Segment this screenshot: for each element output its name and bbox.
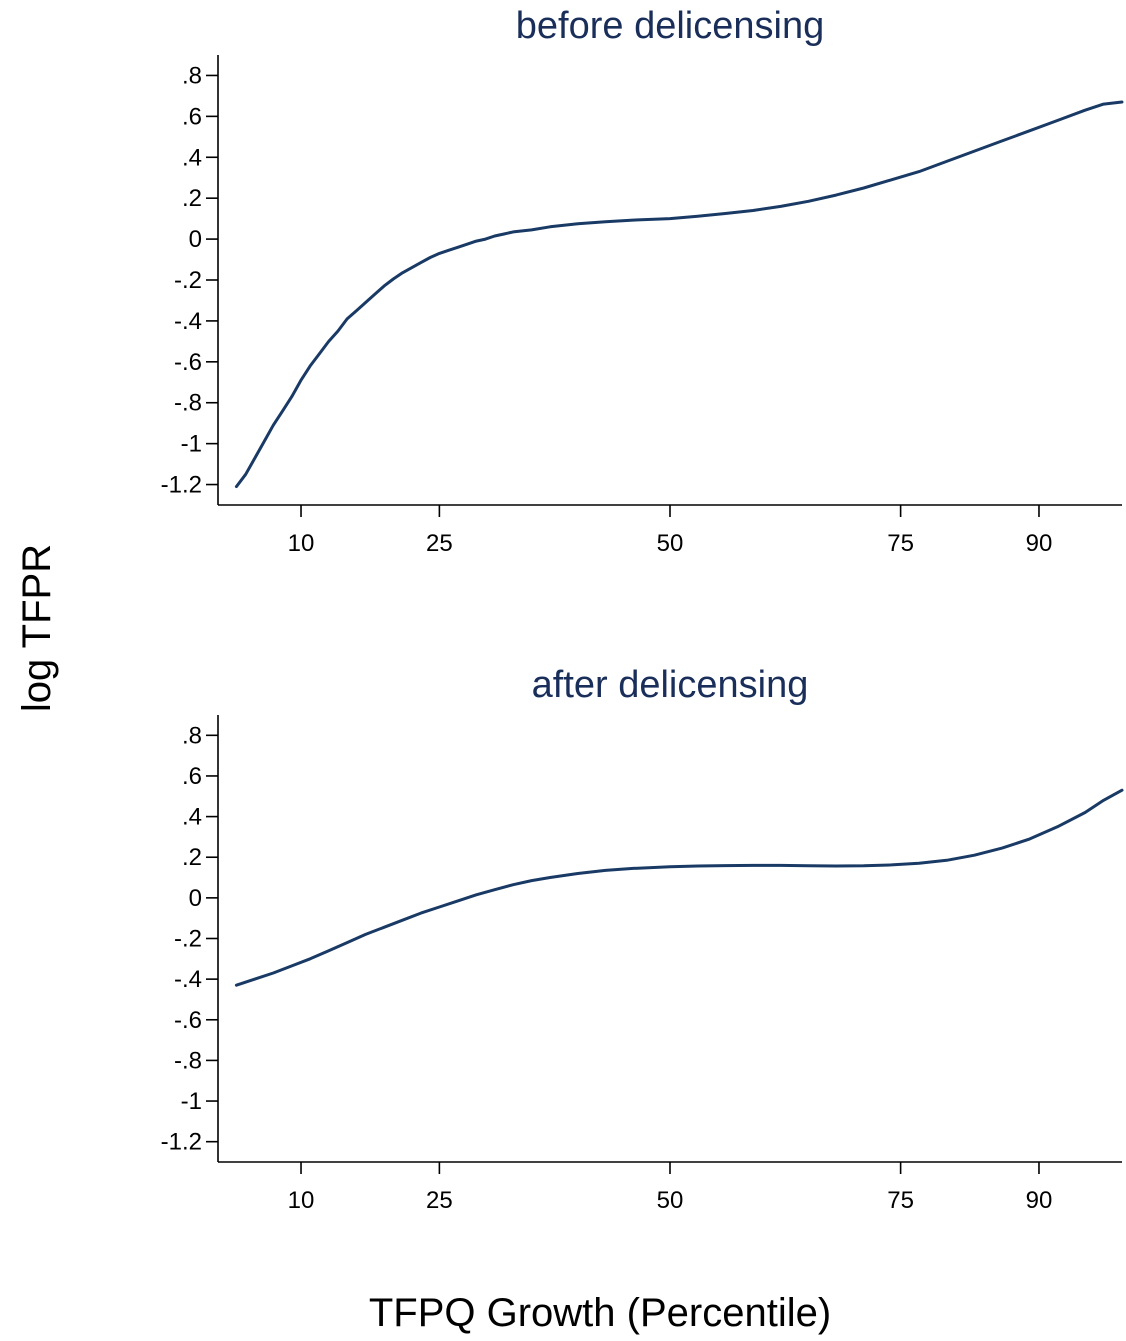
chart-panel-1: before delicensing .8 .6 .4 .2 0 -.2 -.4 -.6 -.8 -…	[161, 5, 1124, 557]
x-tick-label: 10	[288, 530, 315, 557]
x-tick-label: 25	[426, 1187, 453, 1214]
y-tick-label: -1.2	[161, 472, 202, 499]
x-tick-label: 25	[426, 530, 453, 557]
y-tick-label: -.2	[174, 267, 202, 294]
panels: before delicensing .8 .6 .4 .2 0 -.2 -.4 -.6 -.8 -…	[161, 5, 1124, 1214]
y-tick-label: -.2	[174, 926, 202, 953]
y-tick-label: .6	[182, 103, 202, 130]
y-axis-title: log TFPR	[15, 544, 59, 712]
y-tick-label: .6	[182, 763, 202, 790]
y-tick-label: .4	[182, 144, 202, 171]
y-tick-label: 0	[189, 885, 202, 912]
y-tick-label: -1	[181, 431, 202, 458]
y-tick-label: -1	[181, 1088, 202, 1115]
x-tick-label: 90	[1026, 530, 1053, 557]
y-tick-label: .2	[182, 844, 202, 871]
panel-title: before delicensing	[516, 5, 824, 47]
y-tick-label: -.4	[174, 966, 202, 993]
x-tick-label: 10	[288, 1187, 315, 1214]
y-tick-label: .4	[182, 804, 202, 831]
x-tick-label: 50	[657, 1187, 684, 1214]
panel-title: after delicensing	[532, 664, 809, 706]
series-line	[234, 100, 1124, 489]
x-tick-label: 90	[1026, 1187, 1053, 1214]
y-tick-label: 0	[189, 226, 202, 253]
x-tick-label: 50	[657, 530, 684, 557]
y-tick-label: -.8	[174, 390, 202, 417]
x-tick-label: 75	[887, 1187, 914, 1214]
y-tick-label: -.4	[174, 308, 202, 335]
y-tick-label: -.6	[174, 1007, 202, 1034]
y-tick-label: .2	[182, 185, 202, 212]
series-line	[234, 788, 1124, 987]
x-axis-title: TFPQ Growth (Percentile)	[369, 1291, 831, 1335]
x-tick-label: 75	[887, 530, 914, 557]
y-tick-label: .8	[182, 62, 202, 89]
y-tick-label: .8	[182, 722, 202, 749]
chart-panel-2: after delicensing .8 .6 .4 .2 0 -.2 -.4 -.6 -.8 -1…	[161, 664, 1124, 1214]
y-tick-label: -.8	[174, 1047, 202, 1074]
y-tick-label: -1.2	[161, 1129, 202, 1156]
y-tick-label: -.6	[174, 349, 202, 376]
